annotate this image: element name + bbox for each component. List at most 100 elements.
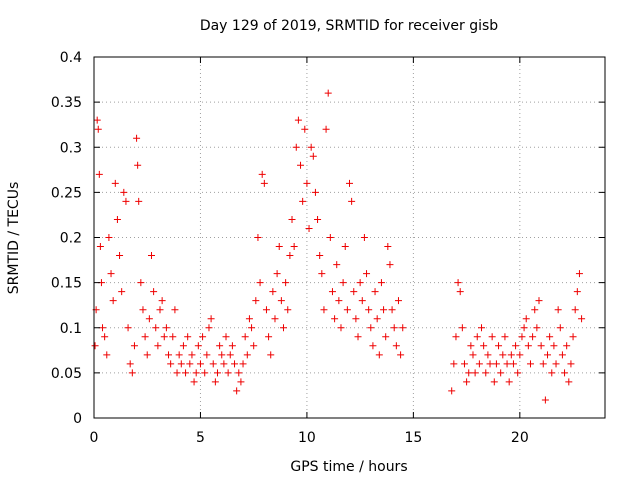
data-point <box>354 333 362 341</box>
data-point <box>186 360 194 368</box>
data-point <box>199 333 207 341</box>
data-point <box>520 324 528 332</box>
data-point <box>324 89 332 97</box>
data-point <box>365 306 373 314</box>
axis-ticks <box>93 56 605 419</box>
x-tick-label: 15 <box>404 430 422 446</box>
data-point <box>399 324 407 332</box>
x-tick-labels: 0 5 10 15 20 <box>90 430 529 446</box>
data-point <box>394 297 402 305</box>
data-point <box>294 116 302 124</box>
data-point <box>135 197 143 205</box>
data-point <box>526 360 534 368</box>
data-point <box>305 224 313 232</box>
data-point <box>201 369 209 377</box>
data-point <box>375 351 383 359</box>
data-point <box>384 243 392 251</box>
data-point <box>482 369 490 377</box>
data-point <box>339 279 347 287</box>
data-point <box>282 279 290 287</box>
data-point <box>575 270 583 278</box>
data-point <box>563 342 571 350</box>
data-point <box>486 360 494 368</box>
data-point <box>480 342 488 350</box>
data-point <box>458 324 466 332</box>
x-tick-label: 10 <box>298 430 316 446</box>
data-point <box>503 360 511 368</box>
x-tick-label: 0 <box>90 430 99 446</box>
data-point <box>262 306 270 314</box>
data-point <box>237 378 245 386</box>
data-point <box>544 351 552 359</box>
y-tick-label: 0.35 <box>51 95 82 111</box>
data-point <box>561 369 569 377</box>
data-point <box>103 351 111 359</box>
data-point <box>126 360 134 368</box>
data-point <box>518 333 526 341</box>
data-points <box>91 89 586 404</box>
data-point <box>569 333 577 341</box>
data-point <box>134 161 142 169</box>
data-point <box>122 197 130 205</box>
data-point <box>571 306 579 314</box>
data-point <box>239 360 247 368</box>
data-point <box>495 342 503 350</box>
y-tick-label: 0 <box>73 411 82 427</box>
data-point <box>160 333 168 341</box>
data-point <box>492 360 500 368</box>
data-point <box>352 315 360 323</box>
data-point <box>531 306 539 314</box>
data-point <box>454 279 462 287</box>
data-point <box>578 315 586 323</box>
data-point <box>273 270 281 278</box>
data-point <box>209 360 217 368</box>
data-point <box>171 306 179 314</box>
y-tick-label: 0.2 <box>60 231 82 247</box>
data-point <box>271 315 279 323</box>
data-point <box>211 378 219 386</box>
data-point <box>373 315 381 323</box>
data-point <box>299 197 307 205</box>
data-point <box>279 324 287 332</box>
y-axis-label: SRMTID / TECUs <box>6 182 22 295</box>
data-point <box>541 396 549 404</box>
data-point <box>552 360 560 368</box>
x-tick-label: 5 <box>196 430 205 446</box>
data-point <box>377 279 385 287</box>
data-point <box>367 324 375 332</box>
data-point <box>260 179 268 187</box>
data-point <box>337 324 345 332</box>
data-point <box>256 279 264 287</box>
data-point <box>150 288 158 296</box>
data-point <box>320 306 328 314</box>
data-point <box>512 342 520 350</box>
data-point <box>194 342 202 350</box>
data-point <box>346 179 353 187</box>
data-point <box>484 351 492 359</box>
data-point <box>222 333 230 341</box>
data-point <box>573 288 581 296</box>
data-point <box>360 234 368 241</box>
data-point <box>380 306 388 314</box>
data-point <box>233 387 241 395</box>
data-point <box>93 116 101 124</box>
data-point <box>522 315 530 323</box>
data-point <box>390 324 398 332</box>
data-point <box>184 333 192 341</box>
data-point <box>154 342 162 350</box>
data-point <box>356 279 364 287</box>
data-point <box>277 297 285 305</box>
data-point <box>388 306 396 314</box>
data-point <box>456 288 464 296</box>
y-tick-label: 0.25 <box>51 185 82 201</box>
data-point <box>499 351 507 359</box>
data-point <box>228 342 236 350</box>
data-point <box>254 234 262 241</box>
data-point <box>137 279 145 287</box>
x-tick-label: 20 <box>511 430 529 446</box>
data-point <box>448 387 456 395</box>
data-point <box>290 243 298 251</box>
data-point <box>207 315 215 323</box>
data-point <box>505 378 513 386</box>
